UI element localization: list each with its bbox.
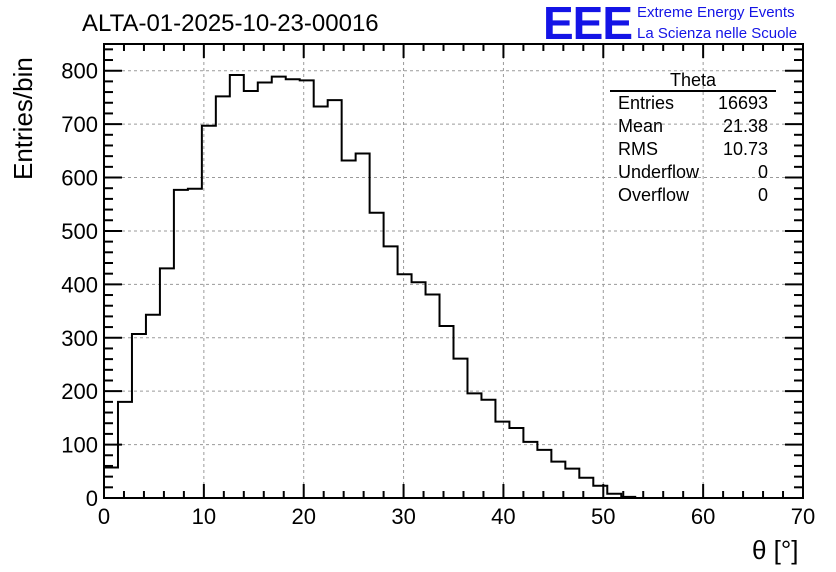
stats-row: Entries 16693 <box>610 92 776 115</box>
x-tick-label: 70 <box>791 504 815 529</box>
x-axis-ticks: 0 10 20 30 40 50 60 70 <box>98 44 815 529</box>
logo-subtitle-1: Extreme Energy Events <box>637 4 795 21</box>
y-tick-label: 700 <box>61 112 98 137</box>
y-tick-label: 800 <box>61 59 98 84</box>
eee-logo: EEE <box>543 0 633 49</box>
stats-title: Theta <box>610 70 776 92</box>
y-tick-label: 600 <box>61 166 98 191</box>
stats-value: 10.73 <box>722 139 768 159</box>
stats-label: RMS <box>618 139 658 159</box>
x-tick-label: 0 <box>98 504 110 529</box>
stats-row: RMS 10.73 <box>610 138 776 161</box>
stats-row: Overflow 0 <box>610 184 776 207</box>
y-tick-label: 300 <box>61 326 98 351</box>
logo-subtitle-2: La Scienza nelle Scuole <box>637 25 798 42</box>
y-axis-label: Entries/bin <box>8 57 38 180</box>
x-tick-label: 50 <box>591 504 615 529</box>
stats-value: 16693 <box>717 93 768 113</box>
x-tick-label: 40 <box>491 504 515 529</box>
y-tick-label: 400 <box>61 272 98 297</box>
stats-row: Underflow 0 <box>610 161 776 184</box>
stats-label: Overflow <box>618 185 690 205</box>
y-tick-label: 0 <box>86 486 98 511</box>
stats-box: Theta Entries 16693 Mean 21.38 RMS 10.73 Under… <box>610 70 776 207</box>
stats-label: Entries <box>618 93 675 113</box>
x-tick-label: 20 <box>291 504 315 529</box>
x-tick-label: 30 <box>391 504 415 529</box>
y-tick-label: 200 <box>61 379 98 404</box>
y-tick-label: 100 <box>61 433 98 458</box>
x-axis-label: θ [°] <box>752 535 799 565</box>
stats-label: Mean <box>618 116 664 136</box>
stats-value: 21.38 <box>722 116 768 136</box>
x-tick-label: 60 <box>691 504 715 529</box>
stats-label: Underflow <box>618 162 700 182</box>
stats-value: 0 <box>757 162 768 182</box>
stats-row: Mean 21.38 <box>610 115 776 138</box>
x-tick-label: 10 <box>192 504 216 529</box>
histogram-series <box>103 73 803 499</box>
y-axis-ticks: 0 100 200 300 400 500 600 700 800 <box>61 48 803 511</box>
y-tick-label: 500 <box>61 219 98 244</box>
chart-title: ALTA-01-2025-10-23-00016 <box>82 10 379 37</box>
plot-frame <box>103 43 804 499</box>
stats-value: 0 <box>757 185 768 205</box>
